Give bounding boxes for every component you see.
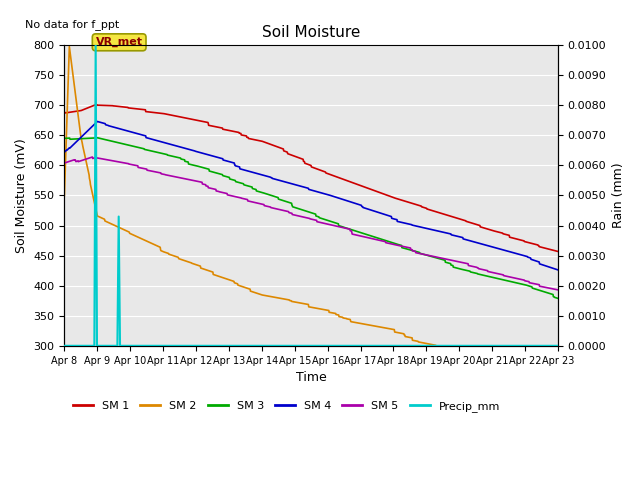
Title: Soil Moisture: Soil Moisture — [262, 25, 360, 40]
X-axis label: Time: Time — [296, 371, 326, 384]
Text: No data for f_ppt: No data for f_ppt — [25, 19, 119, 30]
Y-axis label: Soil Moisture (mV): Soil Moisture (mV) — [15, 138, 28, 253]
Legend: SM 1, SM 2, SM 3, SM 4, SM 5, Precip_mm: SM 1, SM 2, SM 3, SM 4, SM 5, Precip_mm — [68, 396, 504, 416]
Y-axis label: Rain (mm): Rain (mm) — [612, 163, 625, 228]
Text: VR_met: VR_met — [95, 37, 143, 48]
